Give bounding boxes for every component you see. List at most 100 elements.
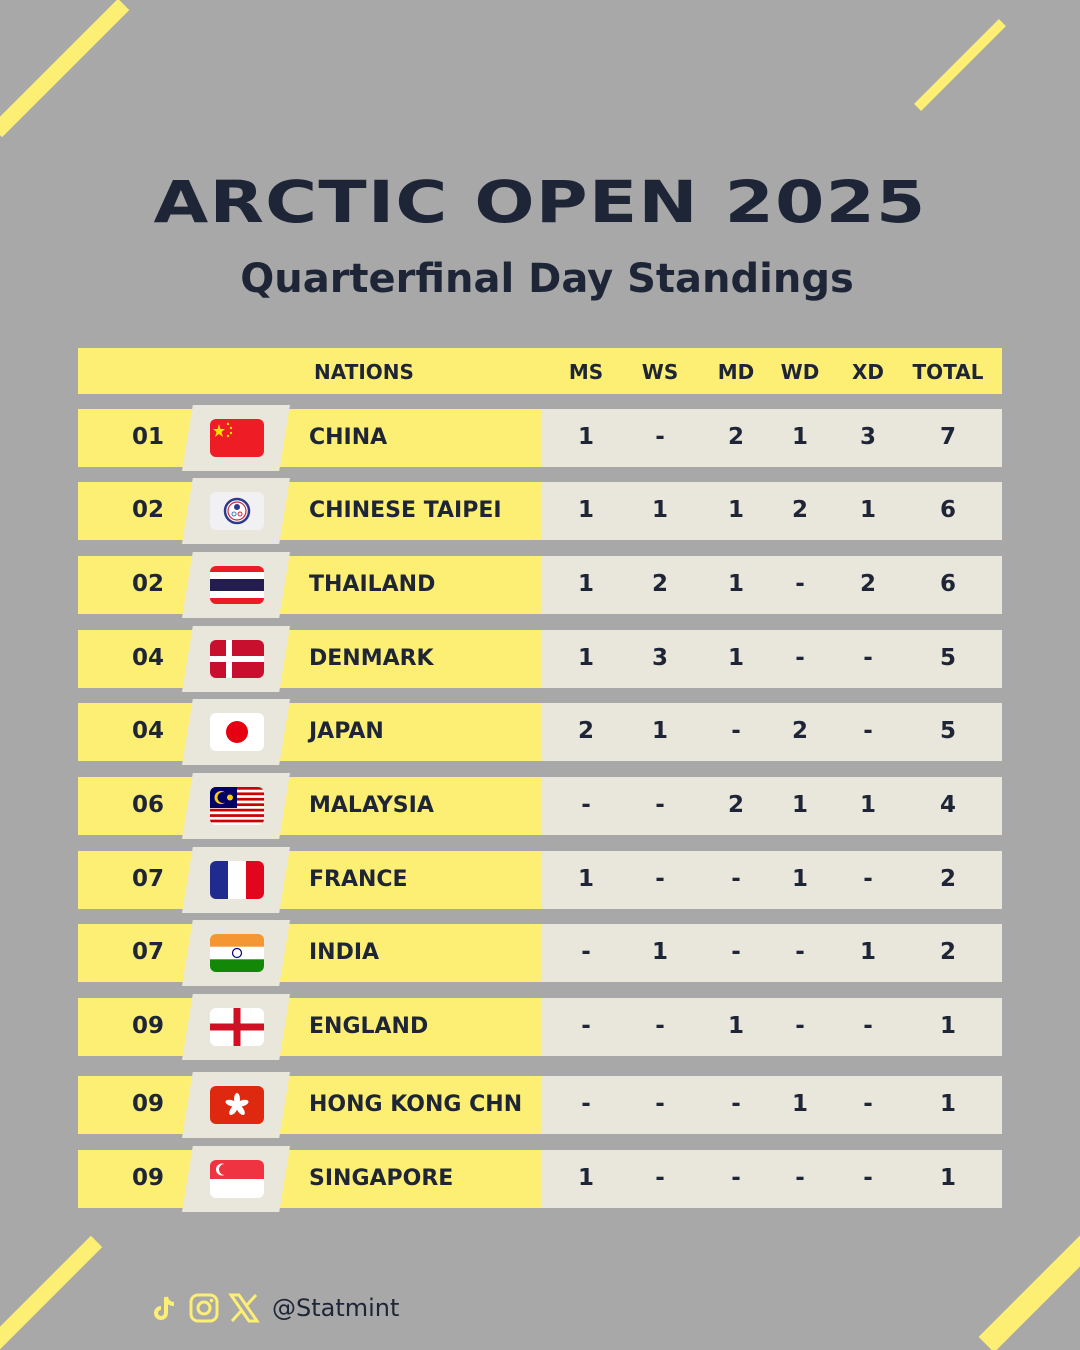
page-subtitle: Quarterfinal Day Standings <box>240 256 854 302</box>
footer-handle: @Statmint <box>272 1294 400 1322</box>
ws-value: 1 <box>651 497 669 523</box>
hong-kong-flag <box>210 1086 264 1124</box>
table-row: 07 INDIA - 1 - - 1 2 <box>78 920 1002 986</box>
ws-value: 2 <box>651 571 669 597</box>
total-value: 6 <box>939 497 957 523</box>
header-ms: MS <box>568 360 604 384</box>
footer: @Statmint <box>150 1292 399 1324</box>
md-value: 1 <box>727 645 745 671</box>
xd-value: 1 <box>859 497 877 523</box>
decor-stripe <box>978 1209 1080 1350</box>
rank: 09 <box>131 1013 165 1039</box>
md-value: 2 <box>727 424 745 450</box>
stats-cell-bg <box>542 1150 1002 1208</box>
table-row: 09 ENGLAND - - 1 - - 1 <box>78 994 1002 1060</box>
ms-value: - <box>581 939 591 965</box>
nation-name: THAILAND <box>309 572 436 597</box>
france-flag <box>210 861 264 899</box>
ms-value: 1 <box>577 424 595 450</box>
nation-name: HONG KONG CHN <box>309 1092 523 1117</box>
nation-name: JAPAN <box>309 719 384 744</box>
total-value: 5 <box>939 718 957 744</box>
total-value: 1 <box>939 1165 957 1191</box>
xd-value: - <box>863 866 873 892</box>
nation-name: CHINESE TAIPEI <box>309 498 502 523</box>
table-row: 07 FRANCE 1 - - 1 - 2 <box>78 847 1002 913</box>
china-flag <box>210 419 264 457</box>
stats-cell-bg <box>542 409 1002 467</box>
rank: 02 <box>131 497 165 523</box>
rank: 04 <box>131 718 165 744</box>
header-nations: NATIONS <box>314 360 414 384</box>
chinese-taipei-flag <box>210 492 264 530</box>
table-row: 04 JAPAN 2 1 - 2 - 5 <box>78 699 1002 765</box>
stats-cell-bg <box>542 851 1002 909</box>
thailand-flag <box>210 566 264 604</box>
rank: 01 <box>131 424 165 450</box>
england-flag <box>210 1008 264 1046</box>
ms-value: - <box>581 792 591 818</box>
total-value: 7 <box>939 424 957 450</box>
decor-stripe <box>914 19 1006 111</box>
md-value: 2 <box>727 792 745 818</box>
ms-value: - <box>581 1091 591 1117</box>
ws-value: - <box>655 1013 665 1039</box>
malaysia-flag <box>210 787 264 825</box>
singapore-flag <box>210 1160 264 1198</box>
ws-value: - <box>655 866 665 892</box>
table-row: 06 MALAYSIA - - 2 1 1 4 <box>78 773 1002 839</box>
stats-cell-bg <box>542 630 1002 688</box>
table-row: 01 CHINA 1 - 2 1 3 7 <box>78 405 1002 471</box>
md-value: - <box>731 1165 741 1191</box>
wd-value: - <box>795 1165 805 1191</box>
stats-cell-bg <box>542 1076 1002 1134</box>
ws-value: - <box>655 1091 665 1117</box>
rank: 07 <box>131 939 165 965</box>
total-value: 1 <box>939 1091 957 1117</box>
xd-value: - <box>863 645 873 671</box>
md-value: 1 <box>727 571 745 597</box>
md-value: 1 <box>727 497 745 523</box>
header-xd: XD <box>851 360 885 384</box>
total-value: 6 <box>939 571 957 597</box>
total-value: 2 <box>939 866 957 892</box>
nation-name: ENGLAND <box>309 1014 429 1039</box>
ms-value: 1 <box>577 866 595 892</box>
page-title: ARCTIC OPEN 2025 <box>153 168 927 236</box>
ms-value: 2 <box>577 718 595 744</box>
xd-value: - <box>863 1091 873 1117</box>
xd-value: 1 <box>859 792 877 818</box>
wd-value: - <box>795 571 805 597</box>
decor-stripe <box>0 1235 103 1350</box>
stats-cell-bg <box>542 998 1002 1056</box>
ms-value: 1 <box>577 645 595 671</box>
header-ws: WS <box>641 360 679 384</box>
ws-value: 1 <box>651 939 669 965</box>
wd-value: - <box>795 645 805 671</box>
instagram-icon <box>189 1293 219 1323</box>
header-total: TOTAL <box>912 360 984 384</box>
wd-value: 2 <box>791 497 809 523</box>
md-value: - <box>731 1091 741 1117</box>
ws-value: 3 <box>651 645 669 671</box>
md-value: 1 <box>727 1013 745 1039</box>
ws-value: - <box>655 792 665 818</box>
header-wd: WD <box>780 360 820 384</box>
table-row: 09 SINGAPORE 1 - - - - 1 <box>78 1146 1002 1212</box>
nation-name: DENMARK <box>309 646 434 671</box>
header-md: MD <box>717 360 755 384</box>
md-value: - <box>731 718 741 744</box>
wd-value: - <box>795 1013 805 1039</box>
xd-value: - <box>863 718 873 744</box>
japan-flag <box>210 713 264 751</box>
ms-value: 1 <box>577 497 595 523</box>
table-row: 02 THAILAND 1 2 1 - 2 6 <box>78 552 1002 618</box>
decor-stripe <box>0 0 130 138</box>
stats-cell-bg <box>542 924 1002 982</box>
ms-value: - <box>581 1013 591 1039</box>
ws-value: - <box>655 1165 665 1191</box>
md-value: - <box>731 866 741 892</box>
xd-value: 2 <box>859 571 877 597</box>
stats-cell-bg <box>542 777 1002 835</box>
